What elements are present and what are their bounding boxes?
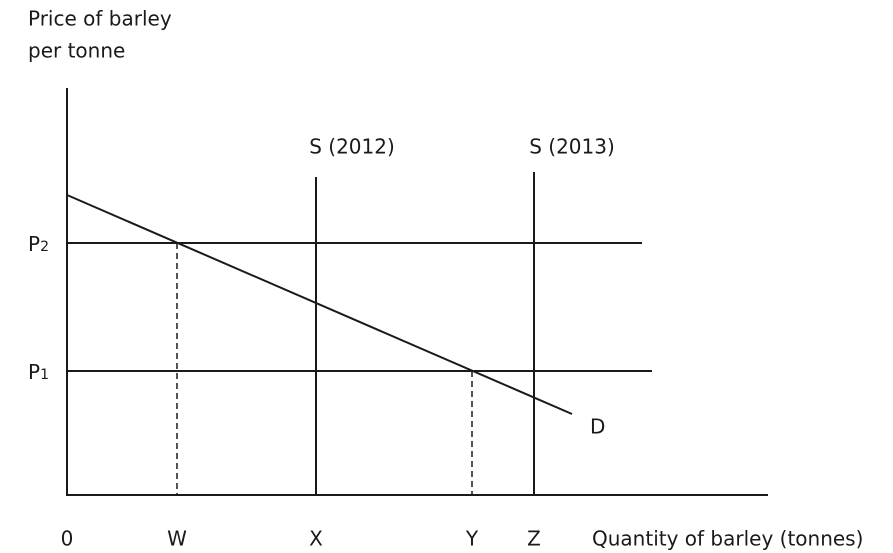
price-label: P2 bbox=[28, 232, 49, 256]
price-letter: P bbox=[28, 360, 40, 384]
supply-label: S (2012) bbox=[309, 135, 395, 159]
price-subscript: 2 bbox=[40, 239, 49, 255]
y-axis-label: per tonne bbox=[28, 39, 125, 63]
origin-label: 0 bbox=[61, 527, 74, 551]
quantity-label: X bbox=[309, 527, 323, 551]
quantity-label: W bbox=[167, 527, 187, 551]
demand-line bbox=[66, 194, 573, 415]
quantity-label: Y bbox=[465, 527, 479, 551]
quantity-label: Z bbox=[527, 527, 541, 551]
x-axis-label: Quantity of barley (tonnes) bbox=[592, 527, 863, 551]
y-axis-label: Price of barley bbox=[28, 7, 172, 31]
price-letter: P bbox=[28, 232, 40, 256]
demand-label: D bbox=[590, 415, 605, 439]
supply-label: S (2013) bbox=[529, 135, 615, 159]
price-subscript: 1 bbox=[40, 367, 49, 383]
price-label: P1 bbox=[28, 360, 49, 384]
